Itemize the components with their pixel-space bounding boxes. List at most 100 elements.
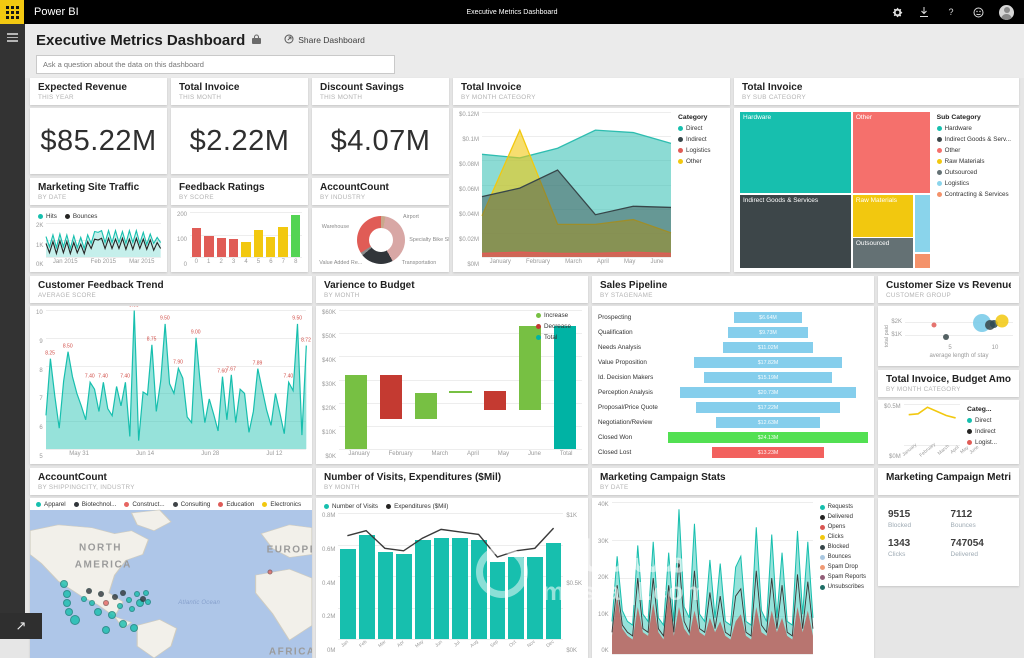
bar[interactable]: [204, 235, 214, 257]
legend-item[interactable]: Indirect Goods & Serv...: [936, 136, 1011, 143]
bar[interactable]: [508, 557, 525, 639]
map-bubble[interactable]: [120, 589, 127, 596]
map-bubble[interactable]: [103, 600, 110, 607]
bar[interactable]: [290, 215, 300, 257]
legend-item[interactable]: Indirect: [678, 136, 707, 143]
bar[interactable]: [278, 227, 288, 257]
map-bubble[interactable]: [145, 598, 152, 605]
funnel-bar[interactable]: $11.02M: [723, 341, 813, 354]
app-launcher-icon[interactable]: [0, 0, 24, 24]
map-bubble[interactable]: [86, 588, 93, 595]
legend-item[interactable]: Unsubscribes: [819, 584, 864, 590]
waterfall-bar[interactable]: [379, 374, 403, 419]
funnel-bar[interactable]: $15.19M: [704, 371, 832, 384]
legend-item[interactable]: Biotechnol...: [73, 501, 116, 508]
map-bubble[interactable]: [93, 608, 102, 617]
tile-marketing-campaign-stats[interactable]: Marketing Campaign Stats BY DATE 40K 30K 20…: [592, 468, 874, 658]
settings-gear-icon[interactable]: [891, 6, 903, 18]
funnel-bar[interactable]: $12.63M: [716, 416, 820, 429]
tile-marketing-site-traffic[interactable]: Marketing Site Traffic BY DATE Hits Bounce…: [30, 178, 167, 272]
treemap-tile[interactable]: Indirect Goods & Services: [740, 194, 851, 268]
treemap-tile[interactable]: Outsourced: [852, 238, 914, 268]
legend-item[interactable]: Logist...: [967, 439, 997, 446]
legend-item[interactable]: Number of Visits: [324, 503, 378, 510]
map-bubble[interactable]: [102, 625, 111, 634]
legend-item[interactable]: Indirect: [967, 428, 996, 435]
scatter-point[interactable]: [943, 334, 950, 341]
legend-item[interactable]: Consulting: [172, 501, 210, 508]
map-bubble[interactable]: [89, 600, 96, 607]
expand-arrow-icon[interactable]: ↗: [0, 613, 42, 639]
share-dashboard-button[interactable]: Share Dashboard: [284, 34, 365, 46]
funnel-bar[interactable]: $20.73M: [680, 386, 856, 399]
map-bubble[interactable]: [62, 590, 71, 599]
funnel-bar[interactable]: $17.22M: [696, 401, 840, 414]
bar[interactable]: [489, 561, 506, 639]
qna-search-input[interactable]: [36, 55, 395, 74]
legend-item[interactable]: Spam Drop: [819, 564, 858, 570]
legend-item[interactable]: Spam Reports: [819, 574, 866, 580]
legend-item[interactable]: Construct...: [124, 501, 165, 508]
treemap-tile[interactable]: [915, 194, 930, 253]
tile-total-invoice-area[interactable]: Total Invoice BY MONTH CATEGORY $0.12M $0.…: [453, 78, 730, 272]
tile-discount-savings[interactable]: Discount Savings THIS MONTH $4.07M: [312, 78, 449, 174]
map-bubble[interactable]: [65, 608, 74, 617]
treemap-tile[interactable]: Other: [852, 112, 930, 194]
tile-total-invoice-budget[interactable]: Total Invoice, Budget AmountBY MONTH CAT…: [878, 370, 1019, 464]
bar[interactable]: [216, 237, 226, 257]
funnel-row[interactable]: Value Proposition $17.82M: [598, 355, 868, 370]
legend-item[interactable]: Electronics: [262, 501, 301, 508]
bar[interactable]: [415, 539, 431, 639]
tile-expected-revenue[interactable]: Expected Revenue THIS YEAR $85.22M: [30, 78, 167, 174]
map-bubble[interactable]: [119, 619, 128, 628]
legend-item[interactable]: Expenditures ($Mil): [386, 503, 448, 510]
legend-item[interactable]: Raw Materials: [936, 158, 985, 165]
app-name[interactable]: Power BI: [34, 6, 79, 18]
funnel-row[interactable]: Prospecting $6.64M: [598, 310, 868, 325]
legend-item[interactable]: Hardware: [936, 125, 972, 132]
map-bubble[interactable]: [80, 595, 87, 602]
map-bubble[interactable]: [134, 591, 141, 598]
tile-sales-pipeline[interactable]: Sales Pipeline BY STAGENAME Prospecting $6…: [592, 276, 874, 464]
tile-feedback-ratings[interactable]: Feedback Ratings BY SCORE 200 100 0 0 1 2 3 4 5 6 7…: [171, 178, 308, 272]
funnel-bar[interactable]: $9.73M: [728, 326, 808, 339]
map-bubble[interactable]: [117, 603, 124, 610]
bar[interactable]: [396, 553, 413, 639]
legend-item[interactable]: Direct: [967, 417, 991, 424]
map-bubble[interactable]: [107, 611, 116, 620]
tile-total-invoice-kpi[interactable]: Total Invoice THIS MONTH $2.22M: [171, 78, 308, 174]
legend-item[interactable]: Requests: [819, 504, 853, 510]
funnel-row[interactable]: Id. Decision Makers $15.19M: [598, 370, 868, 385]
legend-item[interactable]: Clicks: [819, 534, 844, 540]
user-avatar[interactable]: [999, 4, 1014, 20]
bar[interactable]: [359, 535, 375, 639]
legend-item[interactable]: Increase: [536, 312, 568, 319]
waterfall-bar[interactable]: [414, 393, 437, 419]
bar[interactable]: [265, 237, 276, 257]
tile-customer-size-vs-revenue[interactable]: Customer Size vs Revenue CUSTOMER GROUP t…: [878, 276, 1019, 366]
map-bubble[interactable]: [139, 595, 146, 602]
legend-item[interactable]: Logistics: [678, 147, 711, 154]
funnel-row[interactable]: Proposal/Price Quote $17.22M: [598, 400, 868, 415]
map-bubble[interactable]: [125, 597, 132, 604]
map-bubble[interactable]: [97, 591, 104, 598]
bar[interactable]: [377, 552, 394, 639]
bar[interactable]: [527, 557, 543, 639]
legend-item[interactable]: Delivered: [819, 514, 853, 520]
funnel-row[interactable]: Closed Lost $13.23M: [598, 445, 868, 460]
bar[interactable]: [545, 542, 562, 639]
legend-item[interactable]: Total: [536, 334, 557, 341]
menu-icon[interactable]: [7, 33, 18, 42]
treemap-tile[interactable]: [915, 253, 930, 268]
download-icon[interactable]: [918, 6, 930, 18]
funnel-row[interactable]: Closed Won $24.13M: [598, 430, 868, 445]
bar[interactable]: [241, 241, 251, 257]
waterfall-bar[interactable]: [345, 374, 368, 449]
legend-item[interactable]: Other: [678, 158, 702, 165]
legend-item[interactable]: Direct: [678, 125, 702, 132]
legend-item[interactable]: Logistics: [936, 180, 969, 187]
map-bubble[interactable]: [59, 580, 68, 588]
tile-accountcount-map[interactable]: AccountCount BY SHIPPINGCITY, INDUSTRY Ap…: [30, 468, 312, 658]
bar[interactable]: [340, 549, 357, 639]
legend-item[interactable]: Decrease: [536, 323, 571, 330]
